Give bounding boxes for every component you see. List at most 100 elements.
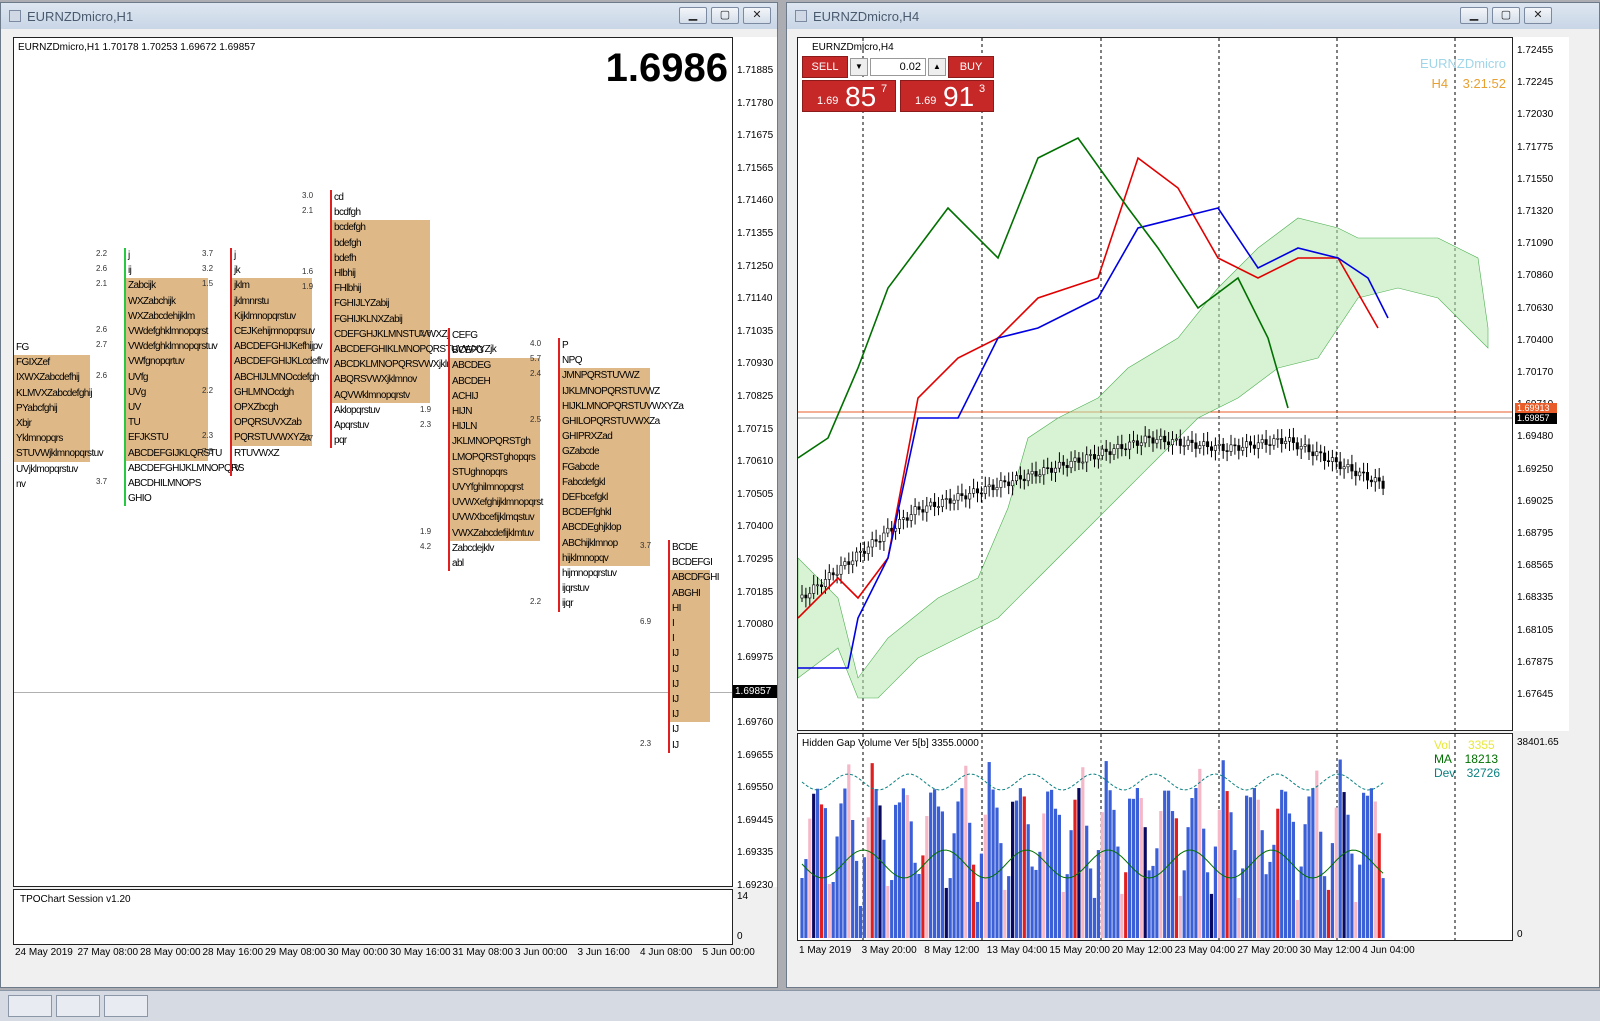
candle-body xyxy=(816,584,820,587)
tpo-row: RTUVWXZ xyxy=(234,447,280,459)
current-price-line xyxy=(14,692,732,693)
sell-button[interactable]: SELL xyxy=(802,56,848,78)
time-tick: 30 May 12:00 xyxy=(1299,945,1361,956)
tpo-count-label: 3.7 xyxy=(640,541,652,550)
left-time-axis: 24 May 2019 27 May 08:00 28 May 00:00 28 Ma… xyxy=(13,945,755,965)
candle-body xyxy=(991,484,995,491)
candle-body xyxy=(1190,439,1194,444)
volume-bar xyxy=(1170,811,1175,938)
tpo-row: UVjklmopqrstuv xyxy=(16,463,78,475)
buy-button[interactable]: BUY xyxy=(948,56,994,78)
sell-price-display[interactable]: 1.69 85 7 xyxy=(802,80,896,112)
candle-body xyxy=(1007,481,1011,487)
time-tick: 30 May 00:00 xyxy=(327,947,389,958)
tpo-row: VWdefghklmnopqrstuv xyxy=(128,341,218,353)
price-tick: 1.71355 xyxy=(737,228,774,239)
volume-bar xyxy=(1092,897,1097,938)
candle-body xyxy=(1291,437,1295,443)
maximize-button[interactable]: ▢ xyxy=(1492,7,1520,24)
tpo-row: ABChijklmnop xyxy=(562,537,618,549)
tpo-count-label: 2.1 xyxy=(302,206,314,216)
volume-bar xyxy=(855,860,859,938)
close-button[interactable]: ✕ xyxy=(1524,7,1552,24)
tpo-row: ABCDEG xyxy=(452,360,491,372)
volume-bar xyxy=(1209,893,1214,938)
candle-body xyxy=(968,493,972,500)
left-window-titlebar[interactable]: EURNZDmicro,H1 ▁ ▢ ✕ xyxy=(1,3,777,29)
volume-bar xyxy=(1186,827,1190,938)
tpo-count-label: 4.0 xyxy=(530,339,542,348)
tpo-row: HIJLN xyxy=(452,421,477,433)
window-tab[interactable] xyxy=(56,995,100,1017)
tpo-row: AQVWklmnopqrstv xyxy=(334,389,410,401)
right-window-titlebar[interactable]: EURNZDmicro,H4 ▁ ▢ ✕ xyxy=(787,3,1599,29)
tpo-session-subchart[interactable]: TPOChart Session v1.20 xyxy=(13,889,733,945)
tpo-row: JMNPQRSTUVWZ xyxy=(562,370,640,382)
tpo-row: Apqrstuv xyxy=(334,420,369,431)
volume-indicator-subchart[interactable]: Hidden Gap Volume Ver 5[b] 3355.0000 Vol… xyxy=(797,733,1513,941)
volume-bar xyxy=(944,887,948,938)
volume-bar xyxy=(1307,796,1311,938)
maximize-button[interactable]: ▢ xyxy=(711,7,739,24)
candle-body xyxy=(1034,471,1038,477)
tpo-row: FHlbhij xyxy=(334,283,362,295)
volume-bar xyxy=(1143,827,1147,938)
tpo-count-label: 2.3 xyxy=(420,420,432,430)
candle-body xyxy=(937,506,941,508)
volume-bar xyxy=(843,788,847,938)
tpo-row: CEFG xyxy=(452,330,478,341)
volume-bar xyxy=(1287,813,1292,938)
left-chart-window[interactable]: EURNZDmicro,H1 ▁ ▢ ✕ EURNZDmicro,H1 1.70… xyxy=(0,2,778,988)
sub-scale-top: 14 xyxy=(737,891,749,902)
minimize-button[interactable]: ▁ xyxy=(679,7,707,24)
time-tick: 5 Jun 00:00 xyxy=(702,947,755,958)
candle-body xyxy=(1287,437,1291,442)
candle-body xyxy=(1365,472,1369,481)
candle-body xyxy=(1276,438,1280,440)
chart-window-icon xyxy=(9,10,21,22)
tpo-row: I xyxy=(672,618,675,629)
volume-bar xyxy=(968,822,972,938)
volume-bar xyxy=(999,843,1003,938)
right-chart-window[interactable]: EURNZDmicro,H4 ▁ ▢ ✕ EURNZDmicro,H4 SELL… xyxy=(786,2,1600,988)
buy-price-display[interactable]: 1.69 91 3 xyxy=(900,80,994,112)
volume-bar xyxy=(1018,788,1022,938)
window-tab[interactable] xyxy=(104,995,148,1017)
close-button[interactable]: ✕ xyxy=(743,7,771,24)
big-price-display: 1.6986 xyxy=(605,46,728,90)
candle-body xyxy=(1178,438,1182,446)
candle-body xyxy=(1135,440,1139,446)
candle-body xyxy=(831,572,835,576)
window-tab[interactable] xyxy=(8,995,52,1017)
volume-bar xyxy=(1081,767,1085,938)
buy-price-prefix: 1.69 xyxy=(915,95,937,107)
candle-body xyxy=(1202,441,1206,446)
tpo-row: abl xyxy=(452,558,464,569)
volume-bar xyxy=(1155,848,1159,938)
lot-size-input[interactable]: 0.02 xyxy=(870,58,926,76)
tpo-row: ABCDKLMNOPQRSVWXjklm xyxy=(334,359,455,371)
candle-body xyxy=(1350,464,1354,472)
volume-bar xyxy=(1213,846,1217,938)
right-price-scale[interactable]: 1.72455 1.72245 1.72030 1.71775 1.71550 1.713… xyxy=(1513,37,1569,731)
lot-increase-button[interactable]: ▲ xyxy=(928,58,946,76)
candle-body xyxy=(1213,445,1217,451)
tpo-row: CEJKehijmnopqrsuv xyxy=(234,326,315,337)
tpo-row: UVfg xyxy=(128,371,148,383)
tpo-row: VWfgnopqrtuv xyxy=(128,356,185,368)
moving-average-line xyxy=(801,849,1384,879)
candle-body xyxy=(1104,448,1108,452)
left-main-chart[interactable]: EURNZDmicro,H1 1.70178 1.70253 1.69672 1… xyxy=(13,37,733,887)
volume-bar xyxy=(1362,792,1366,938)
candle-body xyxy=(819,584,823,587)
volume-histogram xyxy=(800,734,1456,940)
volume-bar xyxy=(1264,874,1268,938)
price-tick: 1.71550 xyxy=(1517,173,1554,185)
left-price-scale[interactable]: 1.71885 1.71780 1.71675 1.71565 1.71460 1.713… xyxy=(733,37,777,891)
lot-decrease-button[interactable]: ▼ xyxy=(850,58,868,76)
minimize-button[interactable]: ▁ xyxy=(1460,7,1488,24)
candle-body xyxy=(1233,444,1237,447)
right-main-chart[interactable]: EURNZDmicro,H4 SELL ▼ 0.02 ▲ BUY 1.69 85… xyxy=(797,37,1513,731)
tpo-row: pqr xyxy=(334,435,347,447)
tpo-row: Zabcdejklv xyxy=(452,542,494,554)
